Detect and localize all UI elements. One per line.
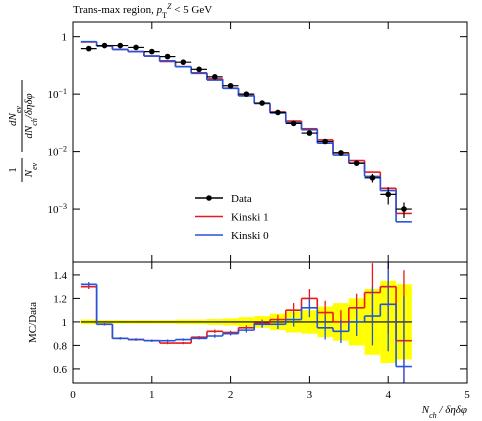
- y-label-num2: dNev: [7, 106, 23, 126]
- data-point: [149, 48, 155, 55]
- x-tick-label: 0: [70, 389, 76, 401]
- x-tick-label: 2: [228, 389, 234, 401]
- y-label-num2-part: ev: [14, 106, 23, 114]
- y-tick-label: 1: [62, 32, 68, 44]
- data-point: [180, 59, 187, 65]
- x-tick-label: 1: [149, 389, 155, 401]
- chart-title-part: p: [156, 4, 163, 16]
- x-tick-label: 5: [464, 389, 470, 401]
- y-tick-exponent: −2: [58, 144, 67, 153]
- data-point: [322, 138, 328, 145]
- y-tick-exponent: −3: [58, 202, 67, 211]
- chart-title: Trans-max region, pTZ < 5 GeV: [73, 2, 212, 20]
- x-axis-label-part: / δηδφ: [437, 404, 467, 416]
- main-plot-layer: [80, 40, 412, 223]
- legend-label: Kinski 1: [231, 212, 269, 224]
- data-point: [227, 82, 234, 89]
- data-point: [385, 191, 392, 198]
- legend-marker: [206, 195, 212, 201]
- legend-label: Kinski 0: [231, 230, 269, 242]
- data-point: [133, 44, 139, 51]
- y-label-den1-part: ev: [30, 162, 39, 170]
- main-frame: [72, 21, 468, 263]
- x-axis-label: Nch / δηδφ: [421, 404, 467, 420]
- y-tick-label: 1.4: [53, 270, 67, 282]
- x-tick-label: 3: [307, 389, 313, 401]
- y-label-den1: Nev: [23, 162, 39, 178]
- y-label-num1-part: 1: [7, 167, 19, 173]
- y-tick-label: 0.6: [53, 364, 67, 376]
- y-tick-label: 1: [62, 317, 68, 329]
- y-label-den2-part: dN: [23, 125, 35, 139]
- y-tick-label: 0.8: [53, 340, 67, 352]
- data-point: [369, 175, 376, 181]
- data-point: [353, 160, 360, 166]
- y-tick-base: 10: [47, 89, 59, 101]
- y-label-den1-part: N: [23, 169, 35, 178]
- y-tick-label: 1.2: [53, 293, 67, 305]
- data-point: [338, 150, 344, 156]
- x-tick-label: 4: [385, 389, 391, 401]
- chart-title-part: T: [162, 11, 167, 20]
- y-tick-label: 10−2: [47, 144, 67, 159]
- ratio-frame: [72, 261, 468, 384]
- data-point: [259, 100, 265, 106]
- y-tick-base: 10: [47, 204, 59, 216]
- legend-label: Data: [231, 193, 252, 205]
- y-axis-label: MC/Data: [27, 302, 39, 343]
- data-point: [164, 53, 171, 60]
- y-label-num1: 1: [7, 167, 19, 173]
- data-point: [85, 45, 92, 52]
- x-axis-label-part: ch: [429, 411, 437, 420]
- y-label-num2-part: dN: [7, 112, 19, 126]
- data-point: [401, 206, 407, 212]
- y-tick-label: 10−1: [47, 87, 67, 102]
- chart-title-part: < 5 GeV: [171, 4, 212, 16]
- y-label-den2-part: /δηδφ: [23, 93, 35, 119]
- data-point: [117, 42, 124, 49]
- data-point: [275, 109, 281, 116]
- data-point: [290, 120, 297, 127]
- y-tick-base: 10: [47, 147, 59, 159]
- chart-title-part: Z: [167, 2, 172, 11]
- y-tick-label: 10−3: [47, 202, 67, 217]
- data-point: [196, 66, 202, 73]
- data-point: [243, 91, 250, 97]
- y-label-den2-part: ch: [30, 118, 39, 126]
- x-axis-label-part: N: [421, 404, 430, 416]
- ratio-plot-layer: [80, 262, 412, 383]
- data-point: [212, 74, 218, 80]
- y-tick-exponent: −1: [58, 87, 67, 96]
- y-label-den2: dNch/δηδφ: [23, 93, 39, 138]
- chart-title-part: Trans-max region,: [73, 4, 157, 16]
- data-point: [101, 42, 108, 49]
- data-point: [306, 130, 313, 136]
